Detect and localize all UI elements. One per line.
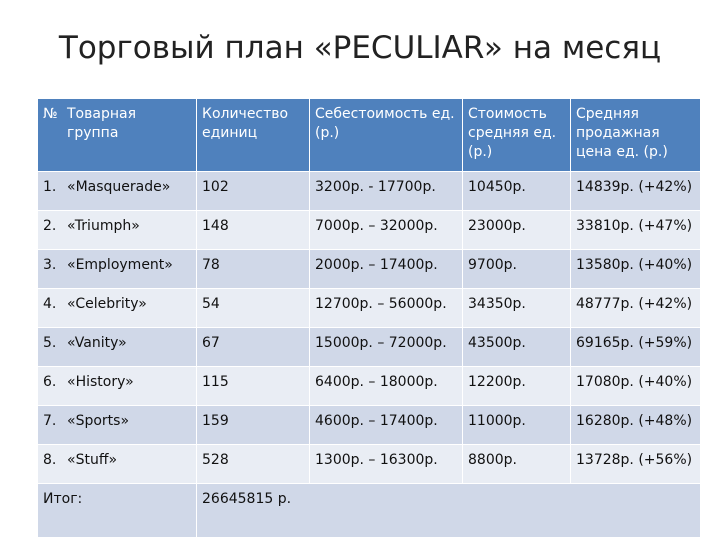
row-number: 8. <box>43 452 57 468</box>
total-label: Итог: <box>37 483 197 538</box>
cell: Количество единиц <box>196 98 310 172</box>
table-body: № Товарная группа Количество единиц Себесто… <box>37 98 701 538</box>
cell: № Товарная группа <box>37 98 197 172</box>
cell: 7. «Sports» <box>37 405 197 445</box>
cell: 23000р. <box>462 210 571 250</box>
row-number: 7. <box>43 413 57 429</box>
cell: 11000р. <box>462 405 571 445</box>
cell: 6400р. – 18000р. <box>309 366 463 406</box>
slide-title: Торговый план «PECULIAR» на месяц <box>58 30 662 66</box>
cell: 9700р. <box>462 249 571 289</box>
cell: 67 <box>196 327 310 367</box>
cell: 48777р. (+42%) <box>570 288 701 328</box>
cell: 69165р. (+59%) <box>570 327 701 367</box>
cell: 78 <box>196 249 310 289</box>
group-name: «Masquerade» <box>67 179 171 195</box>
cell: 13728р. (+56%) <box>570 444 701 484</box>
cell: 1. «Masquerade» <box>37 171 197 211</box>
group-name: «History» <box>67 374 134 390</box>
group-name: «Triumph» <box>67 218 140 234</box>
group-name: «Employment» <box>67 257 173 273</box>
data-row: 1. «Masquerade» 102 3200р. - 17700р. 10450р.… <box>37 171 701 211</box>
cell: 115 <box>196 366 310 406</box>
total-value: 26645815 р. <box>196 483 701 538</box>
total-row: Итог: 26645815 р. <box>37 483 701 538</box>
data-row: 4. «Celebrity» 54 12700р. – 56000р. 34350р. 4… <box>37 288 701 328</box>
cell: 4600р. – 17400р. <box>309 405 463 445</box>
cell: 2000р. – 17400р. <box>309 249 463 289</box>
group-name: «Sports» <box>67 413 130 429</box>
row-number: 3. <box>43 257 57 273</box>
cell: 34350р. <box>462 288 571 328</box>
cell: 5. «Vanity» <box>37 327 197 367</box>
header-row: № Товарная группа Количество единиц Себесто… <box>37 98 701 172</box>
plan-table: № Товарная группа Количество единиц Себесто… <box>37 98 701 538</box>
cell: 7000р. – 32000р. <box>309 210 463 250</box>
cell: 8. «Stuff» <box>37 444 197 484</box>
cell: 13580р. (+40%) <box>570 249 701 289</box>
cell: 148 <box>196 210 310 250</box>
cell: 33810р. (+47%) <box>570 210 701 250</box>
cell: 54 <box>196 288 310 328</box>
cell: Стоимость средняя ед. (р.) <box>462 98 571 172</box>
cell: Себестоимость ед. (р.) <box>309 98 463 172</box>
cell: 16280р. (+48%) <box>570 405 701 445</box>
cell: 159 <box>196 405 310 445</box>
cell: 43500р. <box>462 327 571 367</box>
data-row: 6. «History» 115 6400р. – 18000р. 12200р. 170… <box>37 366 701 406</box>
cell: 12200р. <box>462 366 571 406</box>
row-number: 5. <box>43 335 57 351</box>
cell: 8800р. <box>462 444 571 484</box>
row-number: № <box>43 106 58 122</box>
cell: 3. «Employment» <box>37 249 197 289</box>
data-row: 3. «Employment» 78 2000р. – 17400р. 9700р. 13… <box>37 249 701 289</box>
cell: 14839р. (+42%) <box>570 171 701 211</box>
cell: 10450р. <box>462 171 571 211</box>
row-number: 4. <box>43 296 57 312</box>
group-name: «Celebrity» <box>67 296 147 312</box>
data-row: 5. «Vanity» 67 15000р. – 72000р. 43500р. 6916… <box>37 327 701 367</box>
cell: 17080р. (+40%) <box>570 366 701 406</box>
cell: 1300р. – 16300р. <box>309 444 463 484</box>
data-row: 7. «Sports» 159 4600р. – 17400р. 11000р. 1628… <box>37 405 701 445</box>
cell: 12700р. – 56000р. <box>309 288 463 328</box>
row-number: 6. <box>43 374 57 390</box>
cell: Средняя продажная цена ед. (р.) <box>570 98 701 172</box>
group-name: «Vanity» <box>67 335 127 351</box>
cell: 15000р. – 72000р. <box>309 327 463 367</box>
row-number: 2. <box>43 218 57 234</box>
data-row: 8. «Stuff» 528 1300р. – 16300р. 8800р. 13728р… <box>37 444 701 484</box>
cell: 2. «Triumph» <box>37 210 197 250</box>
cell: 3200р. - 17700р. <box>309 171 463 211</box>
group-name: Товарная группа <box>67 106 136 141</box>
cell: 6. «History» <box>37 366 197 406</box>
cell: 4. «Celebrity» <box>37 288 197 328</box>
cell: 528 <box>196 444 310 484</box>
group-name: «Stuff» <box>67 452 118 468</box>
data-row: 2. «Triumph» 148 7000р. – 32000р. 23000р. 338… <box>37 210 701 250</box>
row-number: 1. <box>43 179 57 195</box>
cell: 102 <box>196 171 310 211</box>
